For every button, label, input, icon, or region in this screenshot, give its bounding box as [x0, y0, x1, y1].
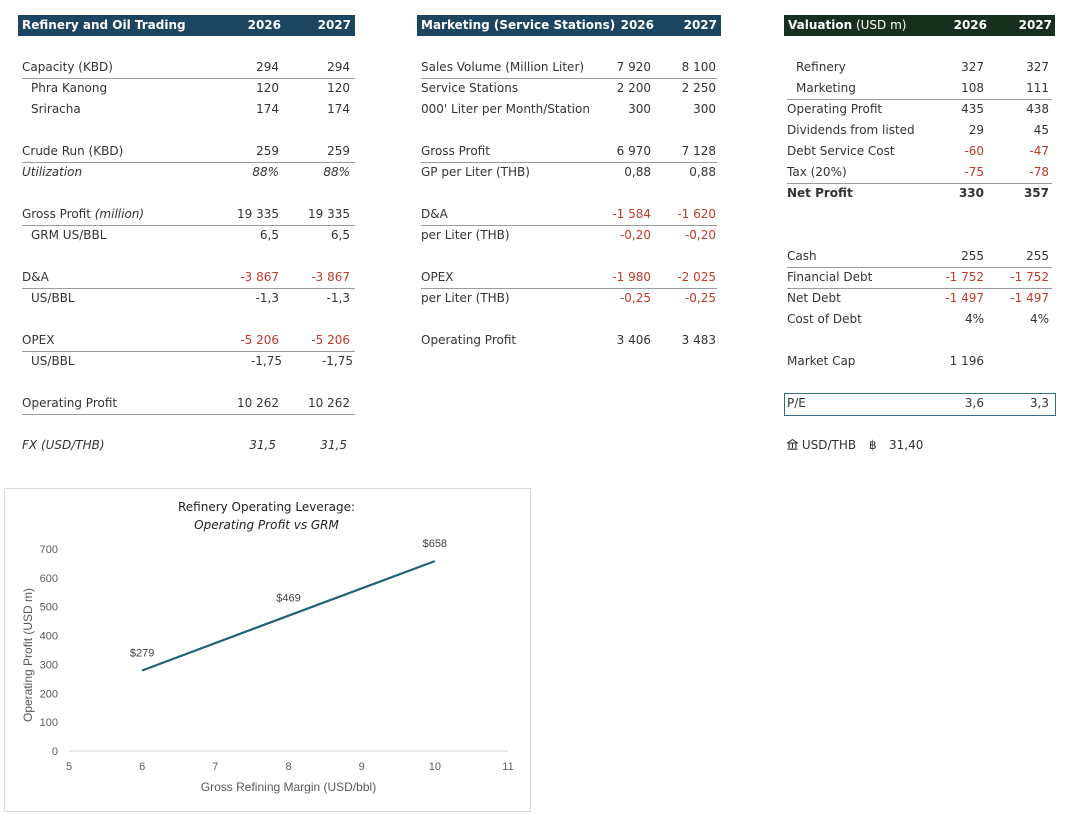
refinery-year-2027: 2027	[317, 18, 351, 32]
table-row: D&A -3 867 -3 867	[22, 267, 355, 289]
table-row: Financial Debt -1 752 -1 752	[787, 267, 1052, 289]
bank-icon	[785, 438, 800, 450]
table-row: US/BBL -1,3 -1,3	[31, 291, 350, 305]
marketing-header: Marketing (Service Stations) 2026 2027	[417, 15, 721, 36]
table-row: Tax (20%) -75 -78	[787, 162, 1052, 184]
valuation-title: Valuation (USD m)	[788, 18, 907, 32]
table-row: Crude Run (KBD) 259 259	[22, 141, 355, 163]
chart-subtitle: Operating Profit vs GRM	[194, 518, 339, 532]
table-row: Phra Kanong 120 120	[31, 81, 350, 95]
fx-row: USD/THB ฿ 31,40	[785, 435, 1052, 456]
fx-value: 31,40	[889, 438, 924, 452]
table-row: OPEX -5 206 -5 206	[22, 330, 355, 352]
table-row: 000' Liter per Month/Station 300 300	[421, 102, 716, 116]
table-row: Gross Profit 6 970 7 128	[421, 141, 717, 163]
table-row: per Liter (THB) -0,25 -0,25	[421, 291, 716, 305]
table-row: Net Profit 330 357	[787, 186, 1049, 200]
table-row: Debt Service Cost -60 -47	[787, 144, 1049, 158]
table-row: D&A -1 584 -1 620	[421, 204, 717, 226]
table-row: Sales Volume (Million Liter) 7 920 8 100	[421, 57, 717, 79]
table-row: Service Stations 2 200 2 250	[421, 81, 716, 95]
pe-selected-cell[interactable]	[784, 393, 1056, 416]
table-row: GRM US/BBL 6,5 6,5	[31, 228, 350, 242]
fx-label: USD/THB	[801, 438, 857, 452]
marketing-year-2026: 2026	[620, 18, 654, 32]
table-row: Cost of Debt 4% 4%	[787, 312, 1049, 326]
table-row: Marketing 108 111	[787, 78, 1052, 100]
table-row: Gross Profit (million) 19 335 19 335	[22, 204, 355, 226]
valuation-year-2026: 2026	[953, 18, 987, 32]
table-row: US/BBL -1,75 -1,75	[31, 354, 353, 368]
valuation-header: Valuation (USD m) 2026 2027	[784, 15, 1055, 36]
table-row: Operating Profit 435 438	[787, 102, 1049, 116]
marketing-title: Marketing (Service Stations)	[421, 18, 616, 32]
table-row: Refinery 327 327	[796, 60, 1049, 74]
table-row: Market Cap 1 196	[787, 354, 984, 368]
table-row: Cash 255 255	[787, 246, 1052, 268]
table-row: Operating Profit 10 262 10 262	[22, 393, 355, 415]
table-row: OPEX -1 980 -2 025	[421, 267, 717, 289]
refinery-title: Refinery and Oil Trading	[22, 18, 186, 32]
table-row: Dividends from listed 29 45	[787, 123, 1049, 137]
table-row: GP per Liter (THB) 0,88 0,88	[421, 165, 716, 179]
chart-area[interactable]	[4, 488, 531, 812]
table-row: P/E 3,6 3,3	[787, 396, 1049, 410]
table-row: Sriracha 174 174	[31, 102, 350, 116]
refinery-header: Refinery and Oil Trading 2026 2027	[18, 15, 355, 36]
table-row: Utilization 88% 88%	[22, 165, 350, 179]
baht-symbol: ฿	[869, 438, 877, 452]
table-row: per Liter (THB) -0,20 -0,20	[421, 228, 716, 242]
marketing-year-2027: 2027	[683, 18, 717, 32]
refinery-year-2026: 2026	[247, 18, 281, 32]
table-row: Capacity (KBD) 294 294	[22, 57, 355, 79]
table-row: Net Debt -1 497 -1 497	[787, 291, 1049, 305]
valuation-year-2027: 2027	[1018, 18, 1052, 32]
table-row: Operating Profit 3 406 3 483	[421, 333, 716, 347]
table-row: FX (USD/THB) 31,5 31,5	[22, 438, 347, 452]
chart-title: Refinery Operating Leverage:	[177, 500, 356, 514]
